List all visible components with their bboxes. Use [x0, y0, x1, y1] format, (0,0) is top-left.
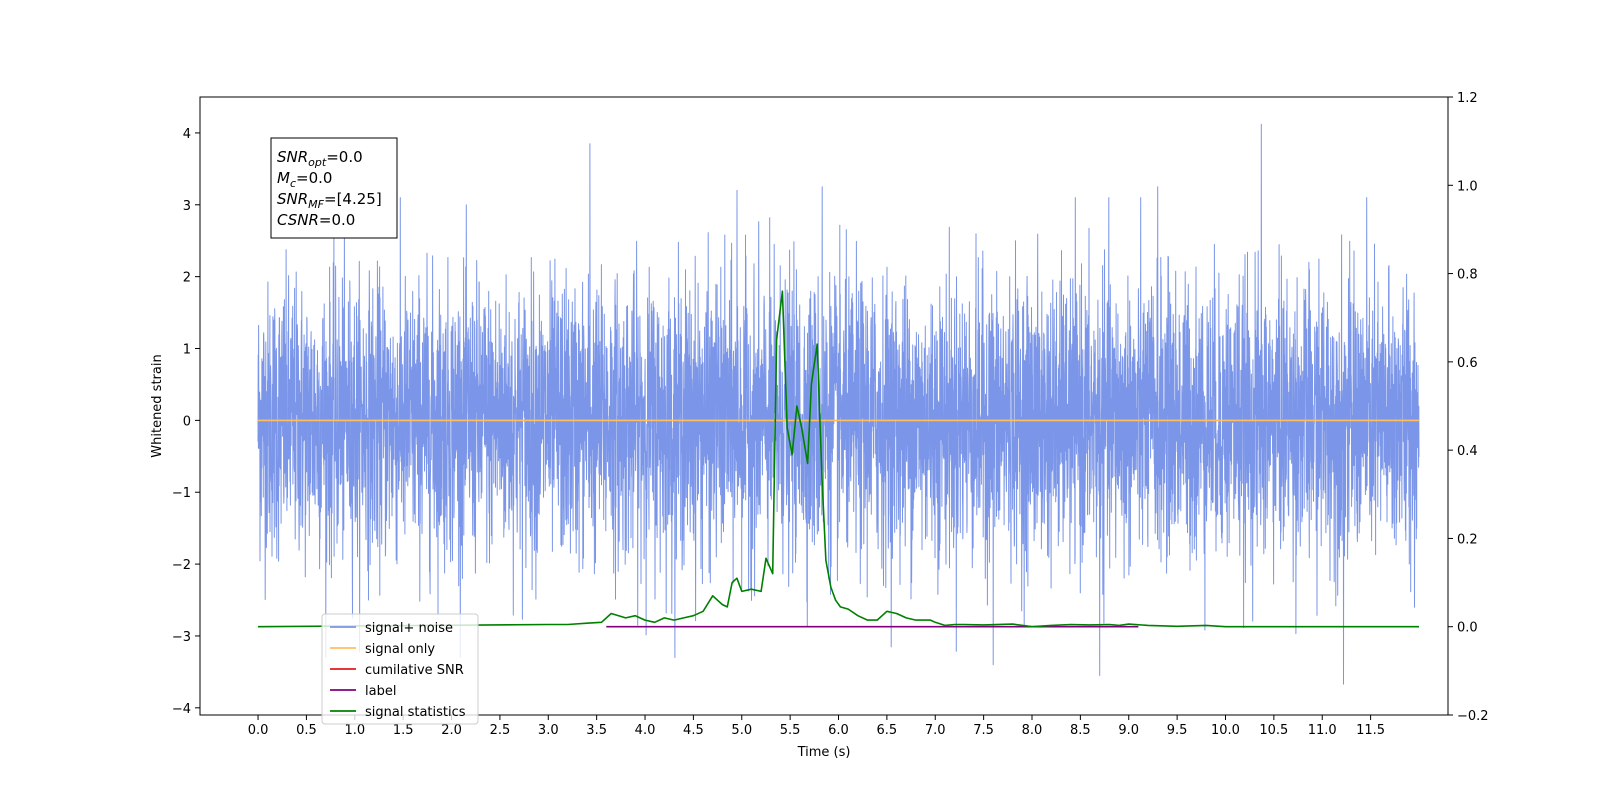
y-axis-ticks: 4 3 2 1 0 −1 −2 −3 −4: [172, 127, 200, 717]
x-tick-label: 2.0: [441, 723, 462, 738]
legend-item: cumilative SNR: [330, 663, 464, 678]
legend-label: signal statistics: [365, 705, 466, 720]
x-tick-label: 0.0: [248, 723, 269, 738]
y-tick-label: 1: [183, 343, 191, 358]
legend: signal+ noise signal only cumilative SNR la…: [321, 613, 479, 725]
y-tick-label: 0: [183, 414, 191, 429]
x-tick-label: 10.5: [1259, 723, 1288, 738]
y-tick-label: −4: [172, 702, 191, 717]
legend-label: signal+ noise: [365, 621, 453, 636]
legend-label: signal only: [365, 642, 435, 657]
legend-item: signal+ noise: [330, 621, 453, 636]
x-tick-label: 3.0: [538, 723, 559, 738]
y2-tick-label: 0.4: [1457, 444, 1478, 459]
y-tick-label: −3: [172, 630, 191, 645]
x-tick-label: 7.5: [973, 723, 994, 738]
x-tick-label: 10.0: [1211, 723, 1240, 738]
legend-frame: [321, 613, 479, 725]
x-tick-label: 8.0: [1022, 723, 1043, 738]
y2-tick-label: 0.6: [1457, 356, 1478, 371]
y2-tick-label: 0.2: [1457, 532, 1478, 547]
legend-label: label: [365, 684, 396, 699]
x-axis-ticks: 0.0 0.5 1.0 1.5 2.0 2.5 3.0 3.5 4.0 4.5 5.0 5.5 6.0 6…: [248, 715, 1385, 738]
y-tick-label: −1: [172, 486, 191, 501]
legend-item: signal only: [330, 642, 435, 657]
x-tick-label: 1.0: [344, 723, 365, 738]
legend-label: cumilative SNR: [365, 663, 464, 678]
y2-tick-label: 1.0: [1457, 179, 1478, 194]
signal-noise-series: [257, 123, 1420, 685]
x-tick-label: 9.0: [1118, 723, 1139, 738]
annotation-frame: [270, 137, 398, 239]
y2-axis-ticks: 1.2 1.0 0.8 0.6 0.4 0.2 0.0 −0.2: [1448, 91, 1489, 724]
x-tick-label: 2.5: [490, 723, 511, 738]
annotation-line: SNRMF=[4.25]: [277, 190, 382, 211]
x-tick-label: 4.5: [683, 723, 704, 738]
x-tick-label: 8.5: [1070, 723, 1091, 738]
y-axis-label: Whitened strain: [150, 354, 165, 457]
line-series-group: [257, 290, 1419, 628]
x-tick-label: 11.0: [1308, 723, 1337, 738]
x-tick-label: 0.5: [296, 723, 317, 738]
x-tick-label: 3.5: [586, 723, 607, 738]
series-signal-noise: [257, 123, 1420, 685]
x-tick-label: 9.5: [1167, 723, 1188, 738]
y-tick-label: 3: [183, 199, 191, 214]
series-line-4: [257, 290, 1419, 628]
y2-tick-label: 0.0: [1457, 621, 1478, 636]
x-tick-label: 5.0: [731, 723, 752, 738]
y-tick-label: 4: [183, 127, 191, 142]
legend-item: signal statistics: [330, 705, 466, 720]
x-tick-label: 6.5: [877, 723, 898, 738]
annotation-line: CSNR=0.0: [277, 211, 355, 229]
legend-item: label: [330, 684, 396, 699]
y-tick-label: 2: [183, 271, 191, 286]
x-axis-label: Time (s): [797, 745, 851, 760]
y2-tick-label: 0.8: [1457, 268, 1478, 283]
x-tick-label: 4.0: [635, 723, 656, 738]
x-tick-label: 5.5: [780, 723, 801, 738]
y-tick-label: −2: [172, 558, 191, 573]
x-tick-label: 11.5: [1356, 723, 1385, 738]
x-tick-label: 1.5: [393, 723, 414, 738]
annotation-line: Mc=0.0: [277, 169, 332, 190]
x-tick-label: 7.0: [925, 723, 946, 738]
y2-tick-label: −0.2: [1457, 709, 1489, 724]
plot-frame: [199, 96, 1449, 716]
y2-tick-label: 1.2: [1457, 91, 1478, 106]
annotation-line: SNRopt=0.0: [277, 148, 363, 169]
x-tick-label: 6.0: [828, 723, 849, 738]
